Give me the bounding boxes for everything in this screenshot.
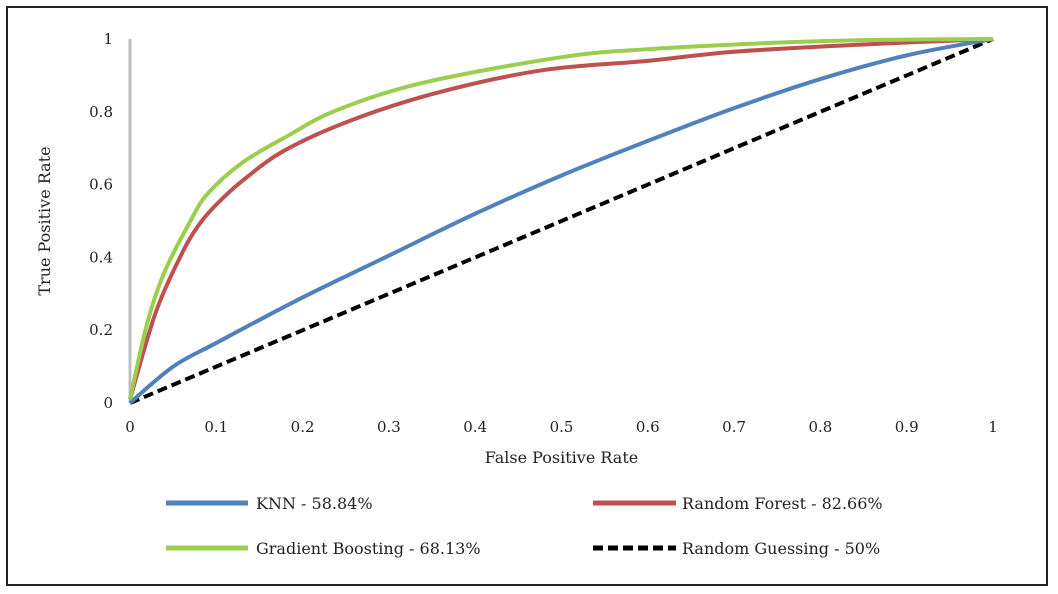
legend-knn: KNN - 58.84% xyxy=(166,494,373,513)
x-tick-label: 0.1 xyxy=(204,418,228,436)
x-tick-label: 0.5 xyxy=(550,418,574,436)
y-tick-labels: 0 0.2 0.4 0.6 0.8 1 xyxy=(89,30,113,412)
knn-line xyxy=(128,37,994,405)
chart-frame xyxy=(6,6,1048,586)
y-tick-label: 0.2 xyxy=(89,321,113,339)
legend-label: KNN - 58.84% xyxy=(256,494,373,513)
legend-random-guessing: Random Guessing - 50% xyxy=(593,539,880,558)
y-tick-label: 0.4 xyxy=(89,248,113,266)
x-tick-label: 0.7 xyxy=(722,418,746,436)
legend-label: Random Forest - 82.66% xyxy=(682,494,883,513)
gradient-boosting-line xyxy=(128,37,994,400)
random-forest-line xyxy=(128,37,994,400)
random-guessing-line xyxy=(129,37,994,405)
legend: KNN - 58.84% Random Forest - 82.66% Gradie… xyxy=(166,494,883,558)
x-tick-label: 0.9 xyxy=(895,418,919,436)
y-tick-label: 0 xyxy=(103,394,113,412)
y-tick-label: 0.6 xyxy=(89,176,113,194)
x-tick-label: 1 xyxy=(988,418,998,436)
x-tick-label: 0.6 xyxy=(636,418,660,436)
x-tick-label: 0.3 xyxy=(377,418,401,436)
legend-random-forest: Random Forest - 82.66% xyxy=(593,494,883,513)
x-tick-label: 0 xyxy=(125,418,135,436)
y-tick-label: 0.8 xyxy=(89,103,113,121)
series-lines xyxy=(128,37,994,405)
x-tick-labels: 0 0.1 0.2 0.3 0.4 0.5 0.6 0.7 0.8 0.9 1 xyxy=(125,418,998,436)
y-axis-title: True Positive Rate xyxy=(35,146,54,295)
x-tick-label: 0.2 xyxy=(291,418,315,436)
legend-label: Random Guessing - 50% xyxy=(682,539,880,558)
x-tick-label: 0.8 xyxy=(808,418,832,436)
legend-label: Gradient Boosting - 68.13% xyxy=(256,539,481,558)
x-tick-label: 0.4 xyxy=(463,418,487,436)
y-tick-label: 1 xyxy=(103,30,113,48)
x-axis-title: False Positive Rate xyxy=(485,448,639,467)
legend-gradient-boosting: Gradient Boosting - 68.13% xyxy=(166,539,481,558)
